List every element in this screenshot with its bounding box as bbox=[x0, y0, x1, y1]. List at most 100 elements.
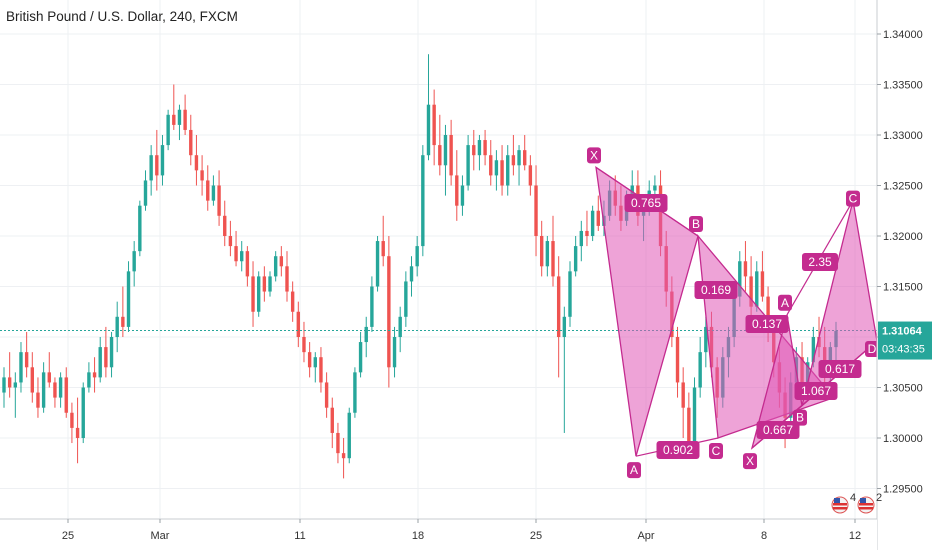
candles bbox=[2, 54, 838, 479]
candle-body bbox=[539, 236, 544, 267]
candle-body bbox=[500, 160, 504, 186]
candle-body bbox=[687, 407, 691, 444]
candle bbox=[579, 220, 584, 262]
price-tick-label: 1.34000 bbox=[883, 29, 923, 41]
pattern-point-label-text: C bbox=[712, 444, 721, 458]
candle bbox=[143, 170, 148, 211]
candle-body bbox=[251, 276, 255, 312]
pattern-ratio-label-text: 0.765 bbox=[631, 196, 661, 210]
candle-body bbox=[415, 246, 419, 267]
candle bbox=[585, 210, 589, 247]
pattern-ratio-labels: 0.765 0.902 0.169 0.667 0.137 2.35 0.617 1.067 bbox=[624, 194, 862, 459]
candle bbox=[155, 129, 159, 191]
candle bbox=[302, 321, 306, 363]
pattern-point-label-bg bbox=[587, 147, 601, 164]
candle bbox=[324, 372, 329, 418]
candle-body bbox=[30, 367, 34, 393]
pattern-ratio-label-text: 2.35 bbox=[808, 255, 832, 269]
candle-body bbox=[228, 236, 233, 247]
candle bbox=[517, 145, 521, 186]
candle-body bbox=[494, 160, 499, 176]
candle-body bbox=[653, 185, 657, 191]
candle-body bbox=[19, 352, 23, 383]
candle bbox=[2, 367, 6, 408]
candle-body bbox=[347, 412, 351, 459]
candle bbox=[81, 382, 85, 444]
candle-body bbox=[438, 145, 442, 166]
candle-body bbox=[41, 372, 46, 408]
candle bbox=[443, 124, 448, 196]
candle-body bbox=[240, 251, 244, 262]
candle-body bbox=[189, 129, 193, 156]
candle bbox=[375, 236, 380, 292]
candle-body bbox=[285, 266, 289, 292]
pattern-ratio-label-text: 1.067 bbox=[801, 384, 831, 398]
candle-body bbox=[398, 316, 402, 337]
pattern-ratio-label-bg bbox=[694, 281, 738, 299]
candle-body bbox=[200, 170, 204, 181]
candle-body bbox=[7, 377, 12, 388]
candle-body bbox=[268, 276, 272, 292]
candle bbox=[596, 195, 600, 231]
pattern-ratio-label: 0.765 bbox=[624, 194, 668, 212]
candle bbox=[573, 236, 578, 277]
candle bbox=[347, 407, 351, 464]
candle-body bbox=[472, 145, 476, 156]
candle-body bbox=[319, 357, 323, 383]
candle-body bbox=[381, 241, 385, 257]
candle bbox=[251, 261, 255, 327]
candle bbox=[426, 54, 431, 161]
pattern-ratio-label-bg bbox=[756, 421, 800, 439]
candle-body bbox=[404, 281, 408, 317]
candle-body bbox=[47, 372, 51, 383]
candle-body bbox=[375, 241, 380, 287]
candle bbox=[206, 165, 210, 211]
candle-body bbox=[177, 109, 182, 125]
candle bbox=[556, 256, 561, 378]
candle-body bbox=[766, 296, 770, 332]
candle-body bbox=[573, 246, 578, 272]
current-price-box bbox=[878, 321, 932, 360]
price-tick-label: 1.32000 bbox=[883, 231, 923, 243]
candle bbox=[13, 372, 18, 418]
pattern-point-label-bg bbox=[709, 443, 723, 459]
us-flag-event-icon[interactable]: 2 bbox=[857, 492, 882, 514]
candle-body bbox=[534, 185, 538, 236]
price-tick-label: 1.33000 bbox=[883, 130, 923, 142]
candle bbox=[290, 281, 295, 322]
candle-body bbox=[166, 114, 170, 146]
candle bbox=[313, 352, 317, 383]
candle-body bbox=[443, 135, 448, 166]
time-tick-label: 11 bbox=[294, 530, 305, 542]
candle bbox=[421, 145, 425, 257]
candle bbox=[449, 119, 453, 186]
pattern-ratio-label-bg bbox=[656, 441, 700, 459]
candle bbox=[121, 286, 125, 337]
candle-body bbox=[296, 311, 301, 337]
us-flag-event-icon[interactable]: 4 bbox=[831, 492, 856, 514]
candle bbox=[285, 251, 289, 302]
candle-body bbox=[749, 276, 753, 307]
current-price-countdown: 03:43:35 bbox=[882, 344, 925, 356]
candle-body bbox=[585, 230, 589, 236]
pattern-point-label: C bbox=[846, 190, 860, 207]
time-tick-label: 18 bbox=[412, 530, 424, 542]
time-tick-label: 12 bbox=[849, 530, 861, 542]
candle bbox=[98, 337, 102, 383]
pattern-point-label: C bbox=[709, 443, 723, 459]
candle bbox=[30, 352, 34, 403]
candle-body bbox=[392, 337, 397, 368]
pattern-ratio-label-bg bbox=[818, 360, 862, 378]
candle-body bbox=[596, 210, 600, 226]
candle bbox=[160, 135, 165, 186]
candle bbox=[296, 301, 301, 348]
candle-body bbox=[109, 337, 114, 368]
candle bbox=[472, 129, 476, 171]
current-price-value: 1.31064 bbox=[882, 326, 923, 338]
candle-body bbox=[75, 427, 80, 438]
candle bbox=[273, 251, 278, 282]
candle-body bbox=[743, 261, 748, 277]
candle bbox=[228, 220, 233, 257]
